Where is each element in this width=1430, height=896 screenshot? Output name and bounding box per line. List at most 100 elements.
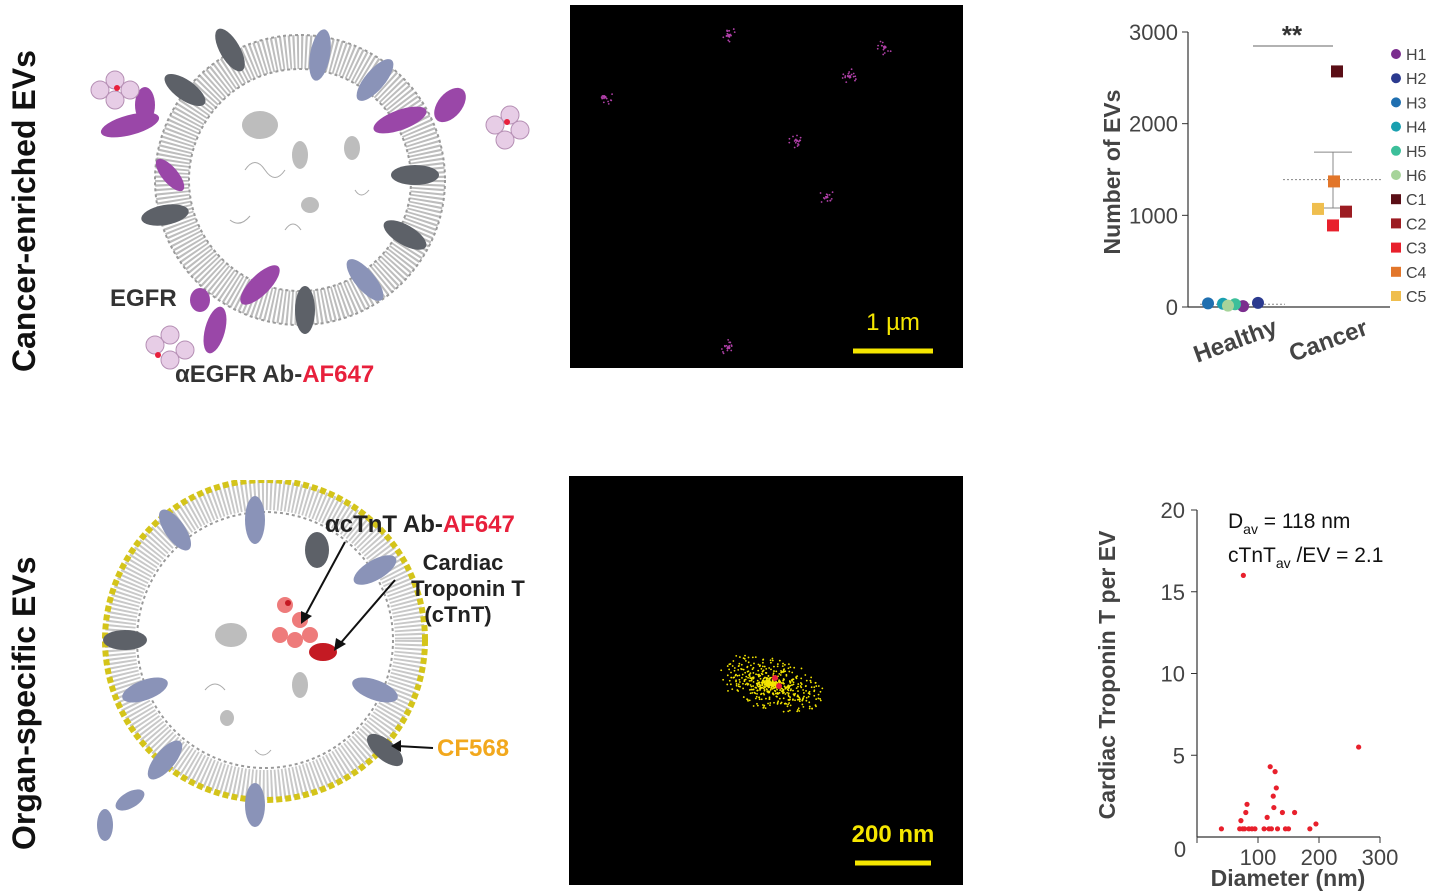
localization — [765, 685, 767, 688]
localization — [801, 698, 804, 701]
localization — [780, 682, 783, 684]
legend-label: H5 — [1406, 144, 1427, 161]
y-tick-label: 10 — [1161, 662, 1185, 687]
localization — [795, 677, 798, 680]
egfr-spot — [846, 74, 849, 77]
localization — [782, 710, 785, 713]
localization — [783, 663, 786, 666]
anti-egfr-label: αEGFR Ab-AF647 — [175, 361, 374, 388]
localization — [749, 672, 752, 675]
annotation-d-av: Dav = 118 nm — [1228, 510, 1350, 537]
significance-label: ** — [1282, 20, 1303, 50]
localization — [776, 681, 779, 684]
ctnt-label-1: Cardiac — [423, 550, 504, 575]
localization — [728, 679, 731, 682]
localization — [738, 656, 741, 658]
localization — [755, 673, 757, 676]
localization — [789, 689, 792, 692]
localization — [767, 702, 769, 705]
data-point — [1218, 826, 1224, 832]
egfr-spot — [826, 196, 829, 199]
localization — [792, 678, 795, 681]
data-point — [1238, 818, 1244, 824]
egfr-spot — [849, 76, 852, 79]
localization — [735, 684, 738, 687]
legend-label: H3 — [1406, 95, 1427, 112]
localization — [815, 685, 818, 687]
localization — [746, 683, 749, 686]
localization — [769, 702, 772, 704]
localization — [750, 664, 752, 667]
egfr-spot — [603, 97, 605, 100]
localization — [770, 687, 773, 689]
localization — [757, 685, 760, 688]
egfr-spot — [826, 200, 829, 202]
localization — [810, 676, 813, 679]
legend-marker — [1391, 170, 1401, 180]
localization — [750, 677, 753, 680]
data-point — [1264, 814, 1270, 820]
x-tick-label: 300 — [1362, 845, 1399, 870]
egfr-spot — [788, 137, 791, 140]
localization — [817, 693, 820, 696]
localization — [819, 698, 822, 700]
egfr-spot — [730, 349, 733, 352]
egfr-spot — [799, 136, 802, 139]
localization — [781, 665, 784, 668]
egfr-spot — [882, 53, 885, 56]
localization — [761, 665, 764, 668]
egfr-spot — [796, 134, 798, 137]
localization — [782, 692, 784, 695]
localization — [780, 671, 783, 674]
localization — [797, 685, 799, 688]
egfr-spot — [889, 50, 892, 53]
data-point — [1270, 793, 1276, 799]
egfr-spot — [844, 76, 847, 79]
egfr-spot — [850, 68, 853, 71]
x-category-label: Healthy — [1190, 313, 1281, 368]
egfr-spot — [797, 144, 800, 146]
localization — [756, 679, 759, 682]
localization — [780, 690, 783, 693]
scalebar-top: 1 µm — [866, 309, 920, 336]
localization — [755, 682, 758, 685]
y-tick-label: 2000 — [1129, 112, 1178, 137]
localization — [788, 702, 791, 704]
localization — [763, 689, 766, 692]
localization — [802, 692, 805, 694]
localization — [805, 699, 808, 702]
localization — [784, 693, 787, 695]
egfr-spot — [724, 345, 726, 348]
localization — [770, 668, 772, 671]
localization — [813, 686, 816, 689]
y-tick-label: 5 — [1173, 743, 1185, 768]
localization — [773, 701, 775, 704]
localization — [731, 665, 734, 667]
localization — [747, 661, 750, 664]
anti-ctnt-fluor: AF647 — [443, 511, 515, 538]
localization — [768, 698, 771, 701]
egfr-spot — [728, 40, 731, 43]
localization — [760, 672, 763, 675]
localization — [730, 671, 732, 674]
data-point — [1267, 764, 1273, 770]
localization — [811, 707, 813, 710]
localization — [813, 694, 816, 697]
localization — [748, 679, 751, 682]
egfr-spot — [876, 47, 879, 50]
localization — [766, 690, 769, 693]
localization — [729, 683, 732, 686]
data-point — [1244, 801, 1250, 807]
localization — [800, 682, 802, 684]
egfr-spot — [887, 50, 889, 52]
localization — [750, 685, 753, 688]
localization — [742, 696, 745, 698]
egfr-spot — [728, 346, 731, 349]
localization — [809, 679, 812, 682]
micrograph-ctnt: 200 nm — [569, 476, 963, 885]
egfr-spot — [722, 36, 725, 39]
localization — [791, 679, 794, 682]
localization — [731, 688, 734, 691]
egfr-spot — [829, 199, 832, 202]
egfr-spot — [882, 48, 885, 51]
